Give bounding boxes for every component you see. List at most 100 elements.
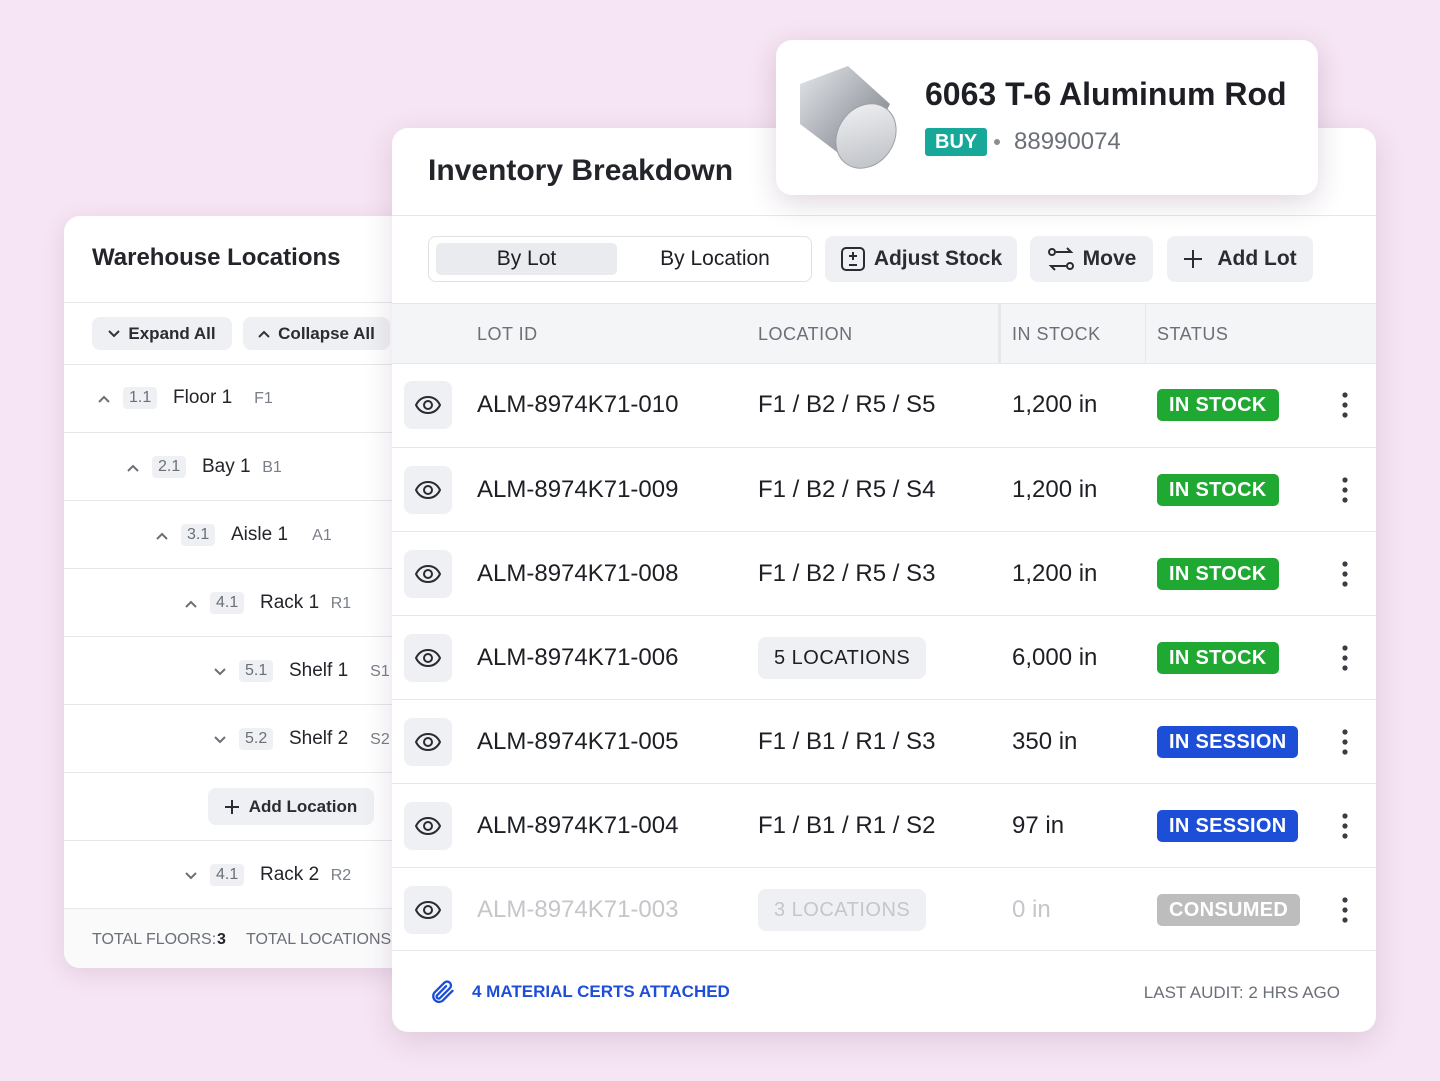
location-code: S1 bbox=[370, 663, 390, 680]
chevron-up bbox=[156, 527, 168, 545]
location-name: Rack 1 bbox=[260, 592, 320, 613]
warehouse-footer: TOTAL FLOORS: 3 TOTAL LOCATIONS bbox=[64, 908, 444, 968]
expand-all-label: Expand All bbox=[128, 323, 216, 343]
tree-row[interactable]: 4.1 Rack 1 R1 bbox=[64, 568, 444, 637]
column-separator bbox=[998, 304, 1001, 363]
certs-link[interactable]: 4 MATERIAL CERTS ATTACHED bbox=[428, 978, 730, 1006]
in-stock: 1,200 in bbox=[1012, 560, 1098, 587]
inventory-row: ALM-8974K71-005 F1 / B1 / R1 / S3 350 in IN… bbox=[392, 699, 1376, 784]
location-name: Rack 2 bbox=[260, 864, 320, 885]
tree-row[interactable]: 3.1 Aisle 1 A1 bbox=[64, 500, 444, 569]
location-number: 1.1 bbox=[123, 387, 158, 409]
locations-pill[interactable]: 5 LOCATIONS bbox=[758, 637, 927, 679]
row-menu[interactable] bbox=[1342, 897, 1348, 928]
divider bbox=[392, 950, 1376, 951]
view-button-svg bbox=[415, 649, 441, 667]
view-button[interactable] bbox=[404, 718, 452, 766]
column-separator bbox=[1145, 304, 1146, 363]
row-menu-svg bbox=[1342, 813, 1348, 839]
location-name: Aisle 1 bbox=[231, 524, 289, 545]
view-button-svg bbox=[415, 565, 441, 583]
location-name: Shelf 1 bbox=[289, 660, 349, 681]
table-header bbox=[392, 304, 1376, 364]
move-button[interactable]: Move bbox=[1030, 236, 1153, 282]
status-badge: IN SESSION bbox=[1157, 726, 1299, 758]
status-badge: IN STOCK bbox=[1157, 474, 1279, 506]
inventory-row: ALM-8974K71-003 3 LOCATIONS 0 in CONSUMED bbox=[392, 867, 1376, 952]
collapse-all-label: Collapse All bbox=[278, 323, 375, 343]
row-menu[interactable] bbox=[1342, 392, 1348, 423]
row-menu[interactable] bbox=[1342, 729, 1348, 760]
tree-row[interactable]: 5.1 Shelf 1 S1 bbox=[64, 636, 444, 705]
move-icon bbox=[1047, 247, 1074, 271]
column-header: IN STOCK bbox=[1012, 324, 1101, 344]
product-name: 6063 T-6 Aluminum Rod bbox=[925, 76, 1287, 112]
view-button[interactable] bbox=[404, 550, 452, 598]
view-tabs: By Lot By Location bbox=[428, 236, 812, 282]
view-button[interactable] bbox=[404, 802, 452, 850]
plus-icon bbox=[224, 799, 239, 814]
product-tag: BUY bbox=[925, 128, 988, 156]
inventory-title: Inventory Breakdown bbox=[428, 154, 734, 187]
paperclip-icon bbox=[432, 980, 454, 1004]
view-button[interactable] bbox=[404, 381, 452, 429]
location-name: Shelf 2 bbox=[289, 728, 349, 749]
row-menu[interactable] bbox=[1342, 561, 1348, 592]
in-stock: 350 in bbox=[1012, 728, 1078, 755]
lot-id: ALM-8974K71-003 bbox=[477, 896, 679, 923]
divider bbox=[64, 364, 444, 365]
row-menu[interactable] bbox=[1342, 645, 1348, 676]
location-code: B1 bbox=[262, 459, 282, 476]
chevron-up-icon bbox=[258, 330, 270, 338]
row-menu[interactable] bbox=[1342, 477, 1348, 508]
add-lot-button[interactable]: Add Lot bbox=[1167, 236, 1313, 282]
divider bbox=[392, 215, 1376, 216]
location-name: Floor 1 bbox=[173, 387, 233, 408]
in-stock: 1,200 in bbox=[1012, 476, 1098, 503]
chevron-up bbox=[185, 595, 197, 613]
locations-pill[interactable]: 3 LOCATIONS bbox=[758, 889, 927, 931]
tree-row[interactable]: 4.1 Rack 2 R2 bbox=[64, 840, 444, 909]
inventory-row: ALM-8974K71-010 F1 / B2 / R5 / S5 1,200 in… bbox=[392, 363, 1376, 447]
tree-row[interactable]: 1.1 Floor 1 F1 bbox=[64, 364, 444, 432]
location-number: 4.1 bbox=[210, 864, 245, 886]
view-button[interactable] bbox=[404, 466, 452, 514]
chevron-down bbox=[214, 663, 226, 681]
expand-all[interactable]: Expand All bbox=[92, 317, 232, 350]
chevron-down-svg bbox=[185, 872, 197, 880]
chevron-down-svg bbox=[214, 668, 226, 676]
row-menu[interactable] bbox=[1342, 813, 1348, 844]
lot-id: ALM-8974K71-006 bbox=[477, 644, 679, 671]
part-number: 88990074 bbox=[1014, 128, 1121, 155]
in-stock: 6,000 in bbox=[1012, 644, 1098, 671]
inventory-row: ALM-8974K71-009 F1 / B2 / R5 / S4 1,200 in… bbox=[392, 447, 1376, 532]
location-code: R1 bbox=[330, 595, 352, 612]
warehouse-title: Warehouse Locations bbox=[92, 244, 341, 271]
tab-by-location[interactable]: By Location bbox=[660, 247, 770, 270]
collapse-all[interactable]: Collapse All bbox=[243, 317, 390, 350]
tree-row[interactable]: 2.1 Bay 1 B1 bbox=[64, 432, 444, 501]
plus-icon bbox=[1184, 250, 1203, 268]
tree-row[interactable]: 5.2 Shelf 2 S2 bbox=[64, 704, 444, 773]
location-number: 3.1 bbox=[181, 524, 216, 546]
tab-by-lot[interactable]: By Lot bbox=[436, 243, 617, 275]
adjust-stock-button[interactable]: Adjust Stock bbox=[825, 236, 1017, 282]
inventory-rows: ALM-8974K71-010 F1 / B2 / R5 / S5 1,200 in… bbox=[392, 363, 1376, 951]
view-button[interactable] bbox=[404, 634, 452, 682]
location-tree: 1.1 Floor 1 F1 2.1 Bay 1 B1 3.1 Aisle 1 A1 4.1 Rac… bbox=[64, 364, 444, 908]
lot-id: ALM-8974K71-004 bbox=[477, 812, 679, 839]
in-stock: 97 in bbox=[1012, 812, 1065, 839]
location-number: 5.1 bbox=[239, 660, 274, 682]
chevron-down bbox=[214, 731, 226, 749]
status-badge: IN STOCK bbox=[1157, 389, 1279, 421]
chevron-down bbox=[185, 867, 197, 885]
status-badge: IN STOCK bbox=[1157, 642, 1279, 674]
view-button[interactable] bbox=[404, 886, 452, 934]
location-number: 4.1 bbox=[210, 592, 245, 614]
location-name: Bay 1 bbox=[202, 456, 251, 477]
add-location-button[interactable]: Add Location bbox=[208, 788, 374, 825]
location-path: F1 / B2 / R5 / S4 bbox=[758, 476, 936, 503]
column-header: STATUS bbox=[1157, 324, 1229, 344]
divider bbox=[64, 302, 444, 303]
